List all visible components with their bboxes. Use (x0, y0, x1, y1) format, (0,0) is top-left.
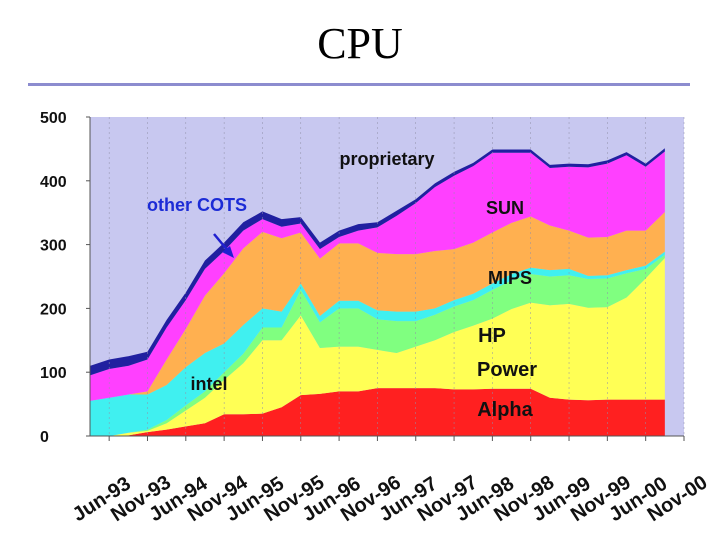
area-hp (90, 254, 665, 436)
y-tick-label: 100 (40, 365, 67, 382)
label-other-cots: other COTS (147, 195, 247, 215)
slide-title: CPU (317, 19, 403, 68)
title-rule (28, 83, 690, 86)
area-sun (90, 151, 665, 401)
label-alpha: Alpha (477, 399, 533, 421)
area-power (90, 257, 665, 436)
y-tick-label: 200 (40, 301, 67, 318)
y-tick-label: 300 (40, 238, 67, 255)
y-tick-label: 400 (40, 174, 67, 191)
y-tick-label: 500 (40, 110, 67, 127)
label-proprietary: proprietary (339, 149, 434, 169)
label-intel: intel (190, 374, 227, 394)
area-mips (90, 212, 665, 401)
other-cots-arrow-head (222, 246, 234, 258)
label-sun: SUN (486, 198, 524, 218)
label-mips: MIPS (488, 268, 532, 288)
label-power: Power (477, 359, 537, 381)
y-tick-label: 0 (40, 429, 49, 446)
label-hp: HP (478, 325, 506, 347)
